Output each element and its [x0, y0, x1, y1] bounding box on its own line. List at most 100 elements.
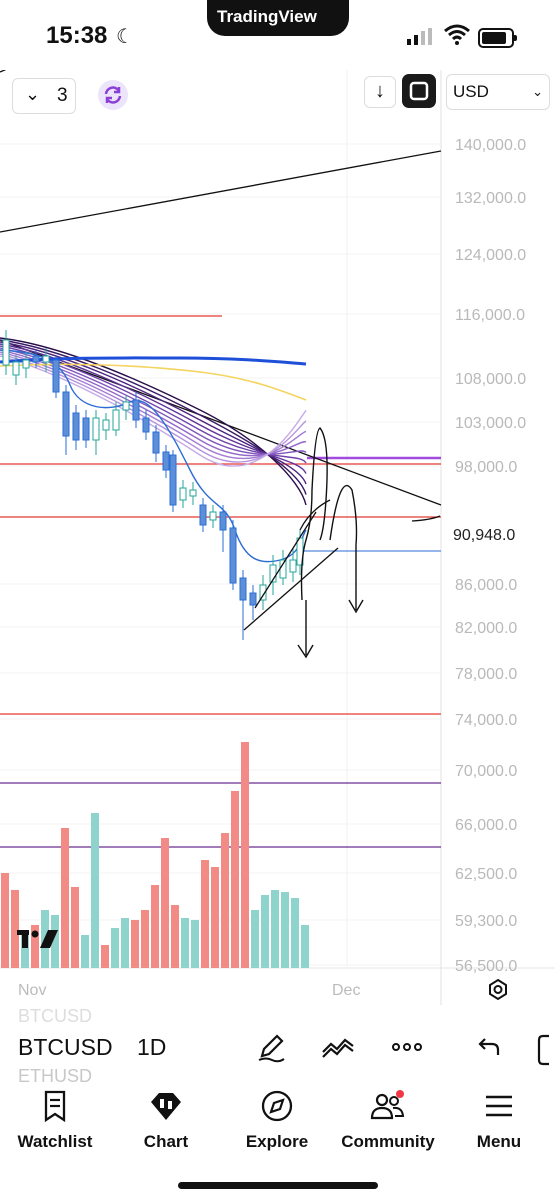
candle-body — [269, 564, 277, 583]
redo-icon[interactable] — [535, 1030, 555, 1070]
tab-menu[interactable]: Menu — [444, 1089, 554, 1152]
drawn-arrow — [297, 600, 314, 659]
sync-button[interactable] — [98, 80, 128, 110]
candle-body — [289, 559, 297, 573]
download-button[interactable]: ↓ — [364, 76, 396, 108]
volume-bar — [141, 910, 149, 968]
price-axis[interactable]: 140,000.0 132,000.0 124,000.0 116,000.0 108,… — [453, 137, 526, 975]
price-label: 132,000.0 — [455, 190, 526, 207]
watchlist-icon — [44, 1090, 66, 1123]
price-chart[interactable]: 140,000.0 132,000.0 124,000.0 116,000.0 108,… — [0, 70, 555, 1005]
price-label: 59,300.0 — [455, 913, 517, 930]
tradingview-logo — [17, 930, 58, 948]
volume-bar — [51, 915, 59, 968]
volume-bar — [101, 945, 109, 968]
patterns-icon[interactable] — [320, 1030, 356, 1064]
candle-body — [209, 511, 217, 521]
candle-body — [2, 339, 10, 366]
volume-bar — [131, 920, 139, 968]
fullscreen-icon — [409, 81, 429, 101]
volume-bar — [161, 838, 169, 968]
current-price-label: 90,948.0 — [453, 527, 515, 544]
status-bar: 15:38 ☾ TradingView — [0, 0, 555, 70]
compass-icon — [261, 1090, 293, 1122]
price-label: 116,000.0 — [455, 307, 525, 324]
tab-watchlist[interactable]: Watchlist — [0, 1089, 110, 1152]
candle-body — [179, 487, 187, 501]
timeframe-button[interactable]: 1D — [137, 1034, 167, 1060]
candle-body — [162, 451, 170, 471]
tab-community[interactable]: Community — [333, 1089, 443, 1152]
candle-body — [249, 592, 257, 606]
tab-chart-label: Chart — [143, 1132, 189, 1151]
ma-line-yellow — [0, 363, 307, 401]
interval-selector[interactable]: ⌄ 3 — [12, 78, 76, 114]
volume-bar — [281, 892, 289, 968]
tab-bar: Watchlist Chart Explore Community Me — [0, 1083, 555, 1200]
candle-body — [42, 355, 50, 363]
candle-body — [219, 511, 227, 531]
candle-body — [62, 391, 70, 437]
price-label: 62,500.0 — [455, 866, 517, 883]
moon-icon: ☾ — [116, 26, 134, 48]
candle-body — [102, 419, 110, 431]
dynamic-island: TradingView — [207, 0, 349, 36]
symbol-prev[interactable]: BTCUSD — [18, 1006, 93, 1026]
home-indicator — [178, 1182, 378, 1189]
candle-body — [32, 355, 40, 363]
volume-bar — [211, 867, 219, 968]
time-label: Dec — [332, 982, 360, 999]
volume-bar — [291, 898, 299, 968]
volume-bar — [11, 890, 19, 968]
tab-community-label: Community — [341, 1132, 435, 1151]
candle-body — [229, 527, 237, 584]
undo-icon[interactable] — [472, 1030, 502, 1064]
trend-line — [0, 150, 442, 233]
candle-body — [152, 431, 160, 454]
time-axis: Nov Dec — [18, 982, 360, 999]
drawn-path — [299, 499, 331, 531]
symbol-name[interactable]: BTCUSD — [18, 1034, 113, 1060]
grid — [0, 70, 555, 1005]
drawn-channel — [243, 547, 339, 631]
pencil-icon[interactable] — [254, 1030, 288, 1064]
currency-value: USD — [453, 82, 489, 101]
wifi-icon — [444, 24, 470, 45]
trend-line — [0, 339, 442, 506]
candle-body — [12, 361, 20, 376]
currency-select[interactable]: USD ⌄ — [446, 74, 550, 110]
battery-icon — [478, 28, 517, 48]
sync-icon — [104, 86, 122, 104]
price-label: 70,000.0 — [455, 763, 517, 780]
tab-menu-label: Menu — [476, 1132, 522, 1151]
ma-line — [0, 339, 307, 495]
symbol-next[interactable]: ETHUSD — [18, 1066, 93, 1086]
price-label: 66,000.0 — [455, 817, 517, 834]
candle-body — [52, 359, 60, 393]
fullscreen-button[interactable] — [402, 74, 436, 108]
volume-bar — [261, 895, 269, 968]
volume-bar — [151, 885, 159, 968]
tab-explore[interactable]: Explore — [222, 1089, 332, 1152]
volume-bar — [251, 910, 259, 968]
chevron-down-icon: ⌄ — [25, 84, 41, 104]
trend-line — [0, 70, 7, 73]
tab-chart[interactable]: Chart — [111, 1089, 221, 1152]
volume-bar — [221, 833, 229, 968]
volume-bar — [231, 791, 239, 968]
candle-body — [199, 504, 207, 526]
price-label: 140,000.0 — [455, 137, 526, 154]
price-label: 108,000.0 — [455, 371, 526, 388]
volume-bar — [191, 920, 199, 968]
chart-area[interactable]: 140,000.0 132,000.0 124,000.0 116,000.0 108,… — [0, 70, 555, 1005]
chart-settings-icon[interactable] — [489, 978, 507, 1001]
time-label: Nov — [18, 982, 46, 999]
community-icon — [370, 1090, 405, 1120]
chart-icon — [151, 1093, 181, 1120]
more-icon[interactable] — [390, 1030, 424, 1064]
candle-body — [92, 417, 100, 441]
candle-body — [22, 359, 30, 369]
candle-body — [132, 399, 140, 421]
arrow-down-icon: ↓ — [375, 80, 385, 102]
hand-drawing — [243, 427, 441, 659]
